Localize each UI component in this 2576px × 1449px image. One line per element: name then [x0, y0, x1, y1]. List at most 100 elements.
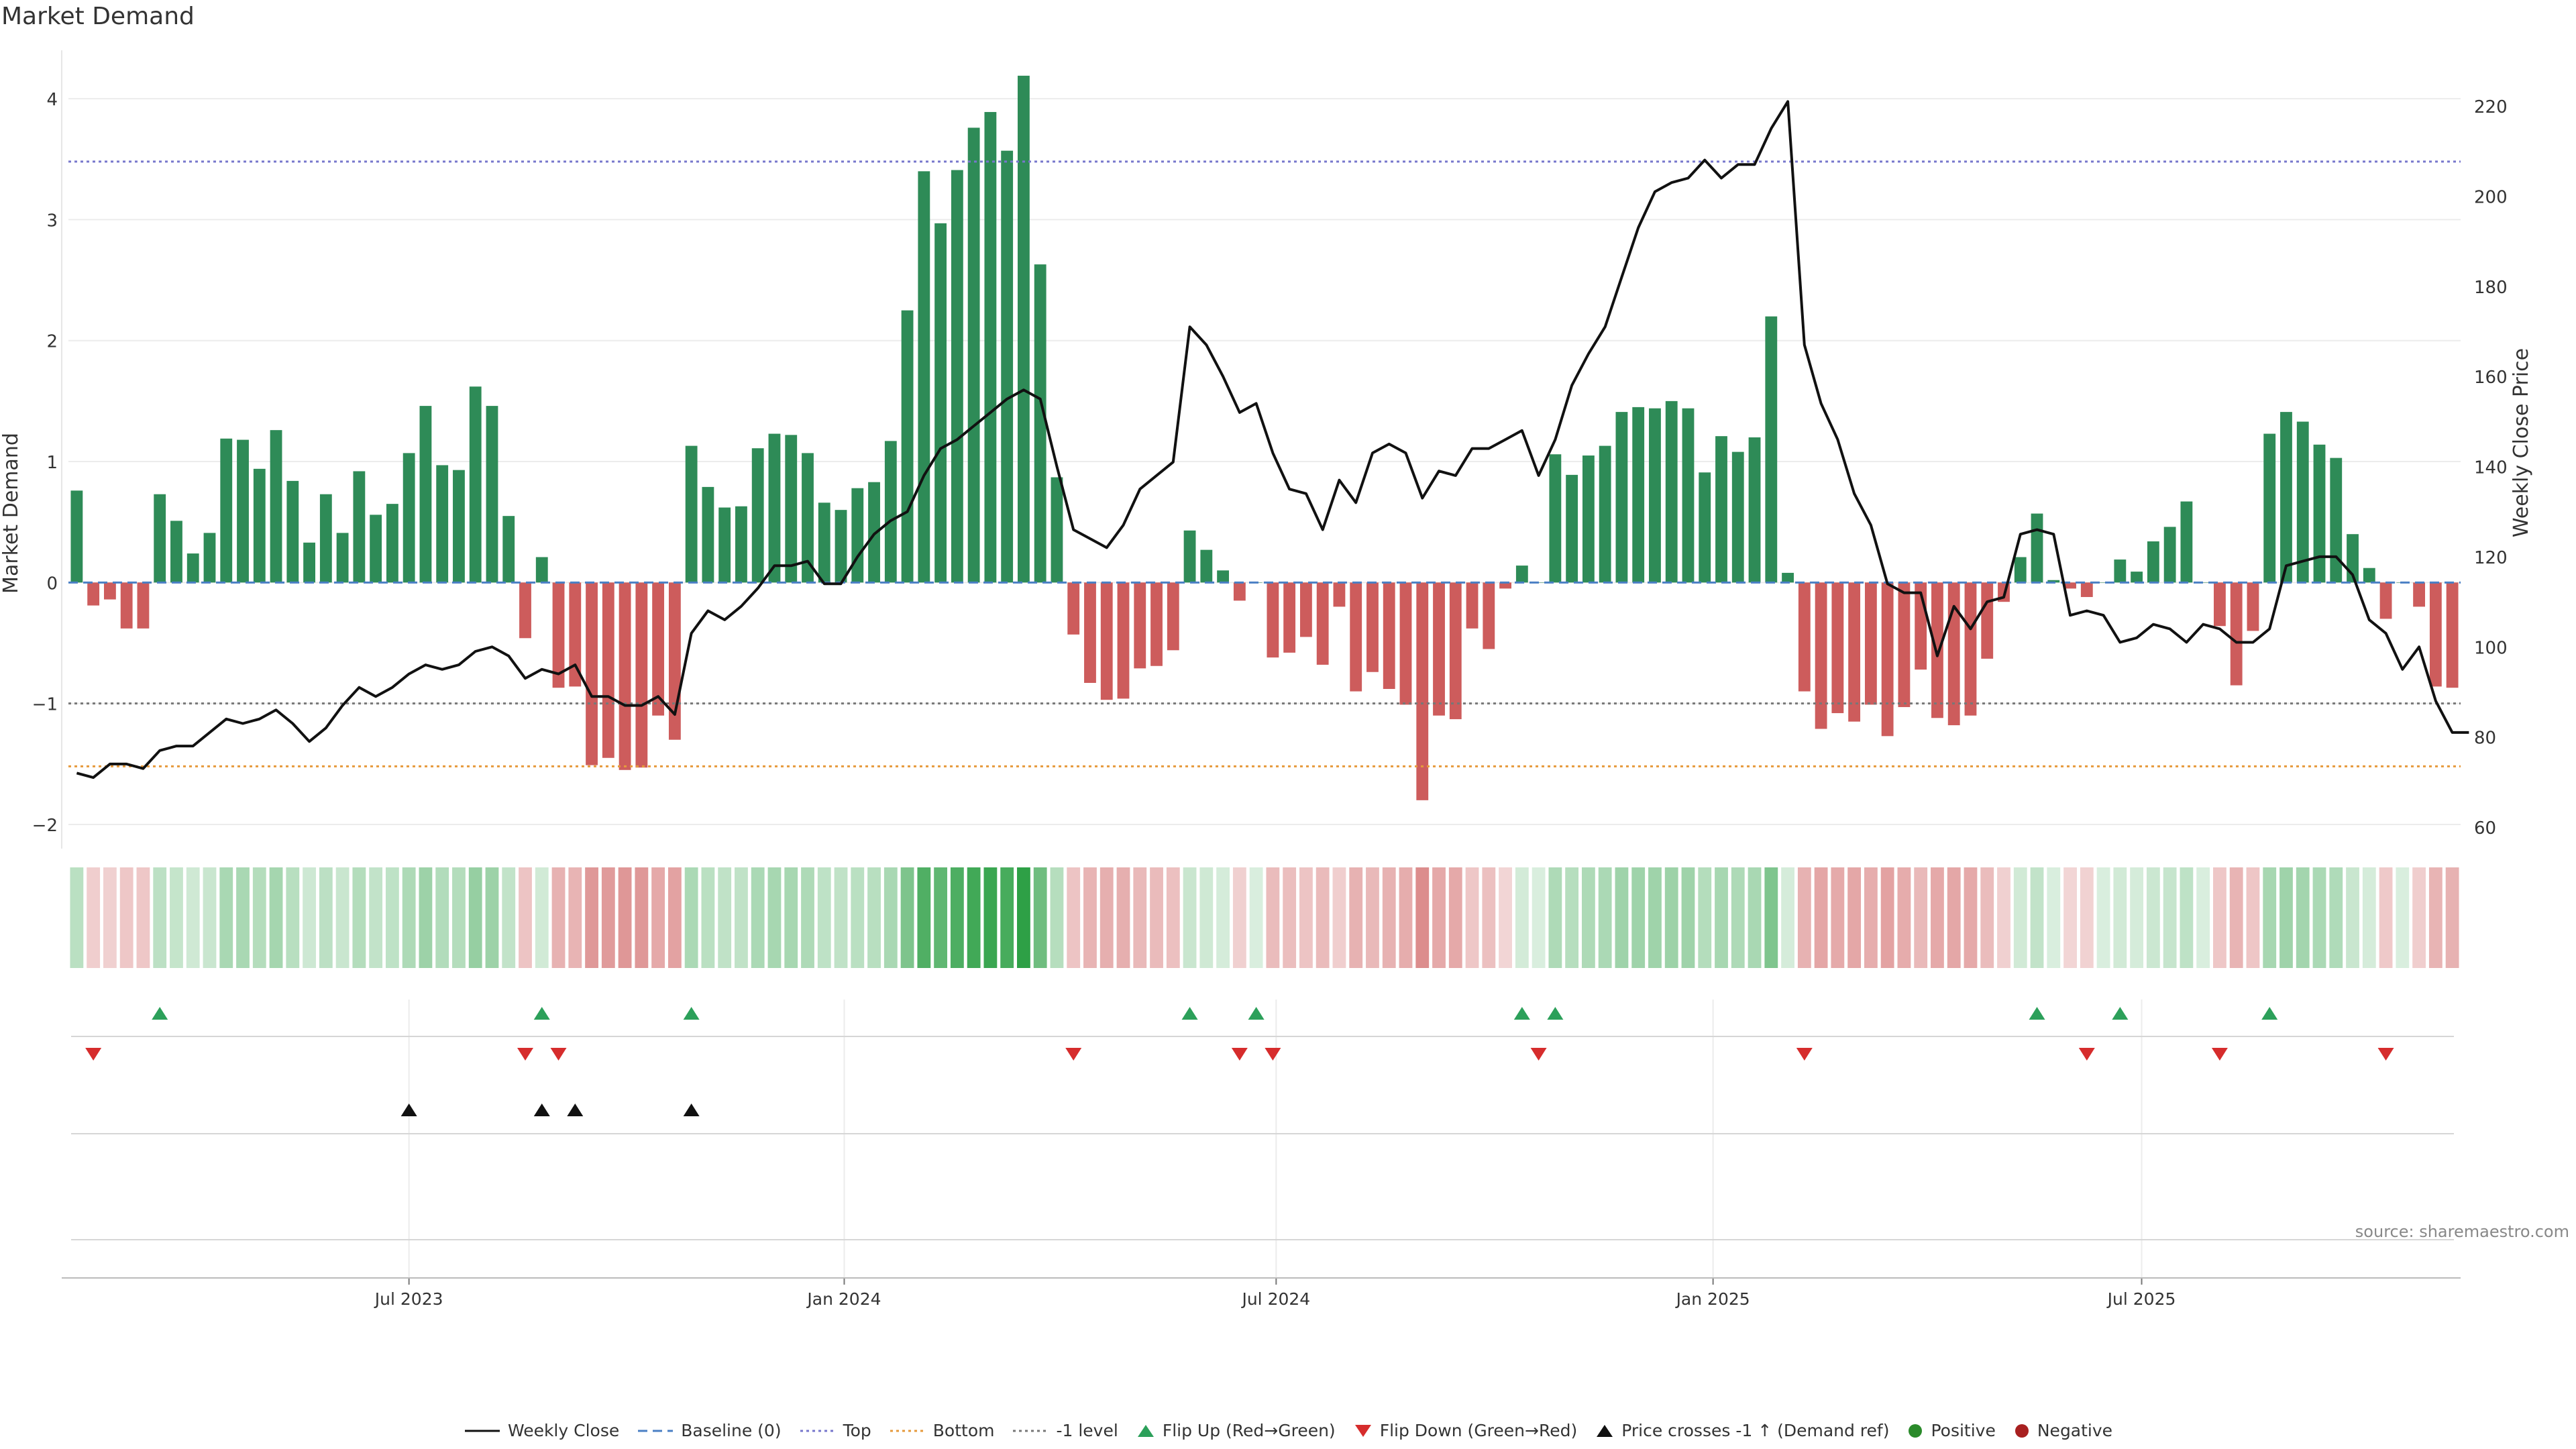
heat-strip-cell — [170, 867, 183, 968]
heat-strip-cell — [153, 867, 167, 968]
heat-strip-cell — [1515, 867, 1529, 968]
demand-bar — [1416, 582, 1429, 800]
flip-up-marker — [1513, 1007, 1530, 1020]
demand-bar — [1001, 150, 1014, 583]
price-series — [76, 100, 2469, 780]
heat-strip-cell — [236, 867, 250, 968]
demand-bar — [2330, 458, 2343, 583]
demand-bar — [1399, 582, 1412, 705]
demand-bar — [170, 521, 182, 583]
heat-strip-cell — [2362, 867, 2376, 968]
demand-bar — [137, 582, 150, 629]
triangle-down-icon — [1354, 1424, 1371, 1437]
legend-item-minus-one: -1 level — [1012, 1421, 1118, 1440]
flip-down-marker — [85, 1048, 102, 1061]
y-left-tick-label: 1 — [46, 453, 58, 473]
demand-bar — [103, 582, 116, 600]
y-left-tick-label: −2 — [32, 816, 58, 836]
heat-strip-cell — [551, 867, 566, 968]
heat-strip-cell — [1465, 867, 1479, 968]
heat-strip-cell — [319, 867, 333, 968]
legend-item-flip-down: Flip Down (Green→Red) — [1353, 1421, 1578, 1440]
demand-bar — [1134, 582, 1146, 669]
x-tick-label: Jan 2025 — [1675, 1289, 1750, 1309]
demand-bar — [453, 470, 465, 583]
heat-strip-cell — [1283, 867, 1297, 968]
demand-bar — [2363, 568, 2375, 583]
heat-strip-cell — [452, 867, 466, 968]
demand-bar — [785, 435, 798, 583]
demand-bar — [270, 430, 282, 583]
demand-bar — [469, 386, 482, 583]
demand-bar — [1649, 408, 1661, 583]
demand-bar — [1931, 582, 1943, 718]
heat-strip-cell — [1997, 867, 2010, 968]
demand-bar — [1299, 582, 1312, 637]
demand-bar — [1615, 412, 1628, 583]
heat-strip-cell — [1050, 867, 1064, 968]
demand-bar — [1881, 582, 1894, 737]
heat-strip-cell — [269, 867, 283, 968]
dashed-line-icon — [638, 1430, 674, 1432]
heat-strip-cell — [485, 867, 499, 968]
legend-item-negative: Negative — [2013, 1421, 2112, 1440]
demand-bar — [1283, 582, 1296, 653]
heat-strip-cell — [900, 867, 914, 968]
heat-strip-cell — [568, 867, 582, 968]
y-right-tick-label: 220 — [2474, 97, 2508, 117]
heat-strip-cell — [1548, 867, 1562, 968]
heat-strip-cell — [1631, 867, 1646, 968]
demand-bar — [2230, 582, 2243, 686]
flip-down-marker — [2211, 1048, 2228, 1061]
heat-strip-cell — [1382, 867, 1396, 968]
triangle-up-icon — [1137, 1424, 1154, 1437]
heat-strip-cell — [2013, 867, 2027, 968]
heat-strip-cell — [2296, 867, 2310, 968]
demand-bar — [1350, 582, 1362, 692]
heat-strip-cell — [934, 867, 948, 968]
demand-bar — [402, 453, 415, 583]
demand-bar — [2114, 559, 2127, 583]
flip-up-marker — [2029, 1007, 2045, 1020]
demand-bar — [2313, 444, 2326, 583]
reference-lines — [68, 160, 2461, 767]
flip-down-marker — [1796, 1048, 1813, 1061]
y-right-tick-label: 180 — [2474, 278, 2508, 298]
legend-label: Flip Down (Green→Red) — [1379, 1421, 1578, 1440]
demand-bar — [851, 488, 864, 583]
demand-bar — [1018, 75, 1030, 583]
demand-bar — [1715, 436, 1727, 583]
flip-up-marker — [1547, 1007, 1564, 1020]
y-right-tick-label: 60 — [2474, 818, 2496, 839]
heat-strip-cell — [1748, 867, 1762, 968]
heat-strip-cell — [1199, 867, 1214, 968]
demand-bar — [1150, 582, 1163, 666]
demand-bar — [2446, 582, 2459, 688]
heat-strip-cell — [502, 867, 516, 968]
heat-strip-cell — [1133, 867, 1147, 968]
heat-strip-cell — [784, 867, 798, 968]
heat-strip-cell — [2030, 867, 2044, 968]
heat-strip-cell — [87, 867, 101, 968]
y-right-tick-label: 140 — [2474, 458, 2508, 478]
demand-bar — [751, 448, 764, 583]
heat-strip-cell — [1964, 867, 1978, 968]
demand-bar — [286, 480, 299, 583]
triangle-up-icon — [1597, 1424, 1613, 1437]
demand-bar — [1731, 451, 1744, 583]
heat-strip-cell — [983, 867, 998, 968]
demand-bar — [1632, 407, 1645, 583]
heat-strip-cell — [2196, 867, 2210, 968]
demand-bar — [718, 507, 731, 583]
demand-bar — [1217, 570, 1230, 583]
demand-bar — [984, 111, 997, 583]
heat-strip-cell — [303, 867, 316, 968]
heat-strip-cell — [2229, 867, 2243, 968]
demand-bar — [353, 471, 366, 583]
heat-strip-cell — [468, 867, 482, 968]
y-right-axis-title: Weekly Close Price — [2510, 348, 2533, 537]
demand-bar — [602, 582, 614, 758]
demand-bar — [1449, 582, 1462, 720]
tick-labels: −2 −1 0 1 2 3 4 60 80 100 120 140 160 180 200 220 Market… — [0, 90, 2533, 1309]
